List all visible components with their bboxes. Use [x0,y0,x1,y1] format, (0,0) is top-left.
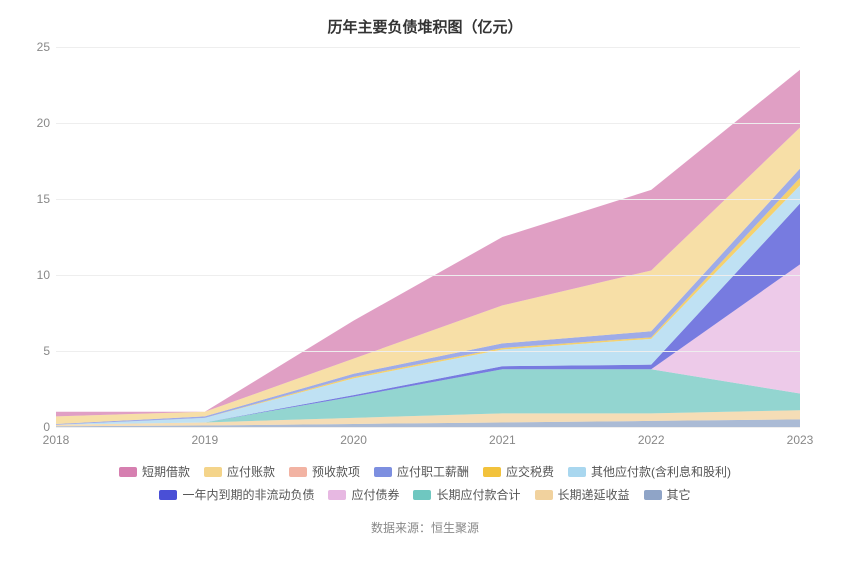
legend-swatch [535,490,553,500]
legend-item[interactable]: 应付债券 [328,486,399,503]
legend-swatch [204,467,222,477]
gridline [56,123,800,124]
legend-item[interactable]: 应交税费 [483,463,554,480]
legend-swatch [568,467,586,477]
legend-swatch [644,490,662,500]
legend-label: 短期借款 [142,463,190,480]
legend-item[interactable]: 长期应付款合计 [413,486,520,503]
plot-area: 0510152025201820192020202120222023 [56,47,800,427]
gridline [56,427,800,428]
legend-swatch [483,467,501,477]
x-axis-tick: 2023 [787,427,814,447]
stacked-area-svg [56,47,800,427]
x-axis-tick: 2018 [43,427,70,447]
legend-label: 应付账款 [227,463,275,480]
x-axis-tick: 2021 [489,427,516,447]
legend-swatch [374,467,392,477]
y-axis-tick: 10 [20,268,50,282]
legend-item[interactable]: 长期递延收益 [535,486,630,503]
legend-item[interactable]: 应付职工薪酬 [374,463,469,480]
legend-label: 应交税费 [506,463,554,480]
y-axis-tick: 25 [20,40,50,54]
legend-swatch [119,467,137,477]
legend-label: 应付职工薪酬 [397,463,469,480]
legend-label: 长期应付款合计 [436,486,520,503]
gridline [56,199,800,200]
legend-label: 一年内到期的非流动负债 [182,486,314,503]
x-axis-tick: 2022 [638,427,665,447]
y-axis-tick: 20 [20,116,50,130]
gridline [56,351,800,352]
legend: 短期借款 应付账款 预收款项 应付职工薪酬 应交税费 其他应付款(含利息和股利) 一年内到期… [20,463,830,503]
data-source-footer: 数据来源：恒生聚源 [20,519,830,536]
gridline [56,47,800,48]
legend-swatch [289,467,307,477]
y-axis-tick: 15 [20,192,50,206]
legend-label: 其他应付款(含利息和股利) [591,463,731,480]
legend-item[interactable]: 一年内到期的非流动负债 [159,486,314,503]
legend-label: 应付债券 [351,486,399,503]
legend-swatch [328,490,346,500]
legend-swatch [413,490,431,500]
chart-container: 历年主要负债堆积图（亿元） 05101520252018201920202021… [0,0,850,574]
legend-swatch [159,490,177,500]
legend-label: 其它 [667,486,691,503]
x-axis-tick: 2019 [191,427,218,447]
x-axis-tick: 2020 [340,427,367,447]
chart-title: 历年主要负债堆积图（亿元） [20,16,830,37]
y-axis-tick: 5 [20,344,50,358]
legend-item[interactable]: 其他应付款(含利息和股利) [568,463,731,480]
legend-item[interactable]: 应付账款 [204,463,275,480]
legend-item[interactable]: 短期借款 [119,463,190,480]
legend-label: 长期递延收益 [558,486,630,503]
gridline [56,275,800,276]
legend-label: 预收款项 [312,463,360,480]
legend-item[interactable]: 其它 [644,486,691,503]
legend-item[interactable]: 预收款项 [289,463,360,480]
